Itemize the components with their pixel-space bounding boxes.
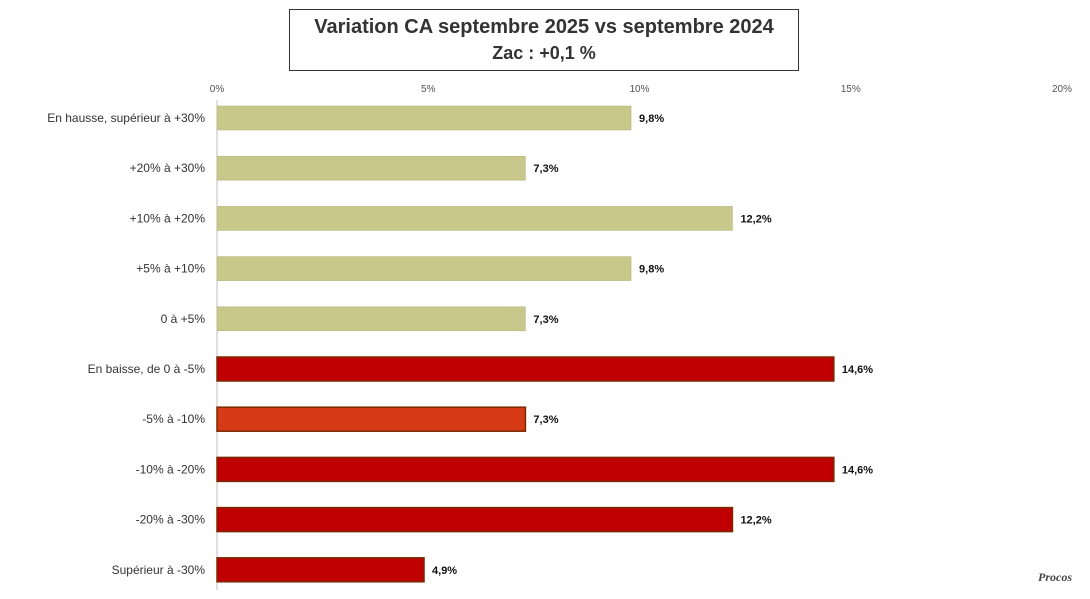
data-label: 7,3%: [533, 163, 558, 175]
bar: [216, 306, 526, 332]
bar: [216, 456, 835, 483]
bar: [216, 105, 632, 131]
category-label: -5% à -10%: [142, 412, 205, 426]
x-tick-label: 0%: [210, 84, 225, 95]
x-tick-label: 15%: [841, 84, 861, 95]
chart-subtitle: Zac : +0,1 %: [492, 43, 596, 63]
bar: [216, 256, 632, 281]
chart-title-box: Variation CA septembre 2025 vs septembre…: [289, 9, 799, 71]
bar: [216, 406, 527, 432]
category-label: En hausse, supérieur à +30%: [47, 111, 205, 125]
data-label: 12,2%: [740, 515, 771, 527]
data-label: 14,6%: [842, 464, 873, 476]
category-label: Supérieur à -30%: [112, 563, 206, 577]
data-label: 12,2%: [740, 213, 771, 225]
data-label: 7,3%: [533, 414, 558, 426]
category-label: +10% à +20%: [130, 211, 206, 225]
watermark-logo: Procos: [1038, 570, 1072, 584]
bar: [216, 356, 835, 382]
bar: [216, 506, 734, 533]
category-label: +20% à +30%: [130, 161, 206, 175]
category-label: En baisse, de 0 à -5%: [88, 362, 206, 376]
chart-title: Variation CA septembre 2025 vs septembre…: [314, 16, 774, 38]
data-label: 7,3%: [533, 314, 558, 326]
x-tick-label: 20%: [1052, 84, 1072, 95]
category-label: 0 à +5%: [161, 312, 206, 326]
bar: [216, 206, 733, 231]
category-label: +5% à +10%: [136, 262, 205, 276]
data-label: 14,6%: [842, 364, 873, 376]
data-label: 4,9%: [432, 565, 457, 577]
bar: [216, 557, 425, 583]
category-label: -10% à -20%: [136, 462, 206, 476]
bar: [216, 155, 526, 181]
data-label: 9,8%: [639, 113, 664, 125]
data-label: 9,8%: [639, 264, 664, 276]
x-tick-label: 5%: [421, 84, 436, 95]
category-label: -20% à -30%: [136, 513, 206, 527]
x-tick-label: 10%: [629, 84, 649, 95]
